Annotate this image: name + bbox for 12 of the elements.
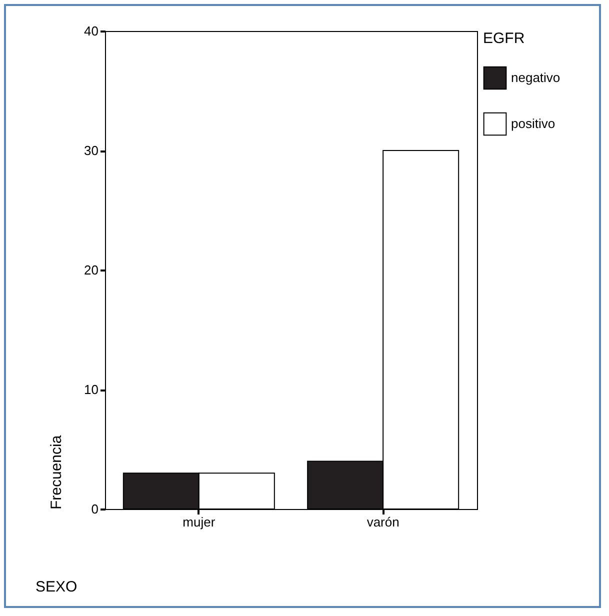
x-axis-title: SEXO xyxy=(36,578,78,596)
y-tick-label: 10 xyxy=(84,382,98,397)
legend-label: negativo xyxy=(511,70,560,85)
legend-label: positivo xyxy=(511,116,556,131)
y-axis-title: Frecuencia xyxy=(48,434,66,510)
y-tick-label: 30 xyxy=(84,143,98,158)
x-tick-label: varón xyxy=(366,514,400,530)
x-tick-label: mujer xyxy=(182,514,216,530)
y-tick-label: 40 xyxy=(84,24,98,38)
y-tick-label: 0 xyxy=(91,502,98,516)
y-tick-label: 20 xyxy=(84,262,98,278)
legend-title: EGFR xyxy=(483,30,525,47)
